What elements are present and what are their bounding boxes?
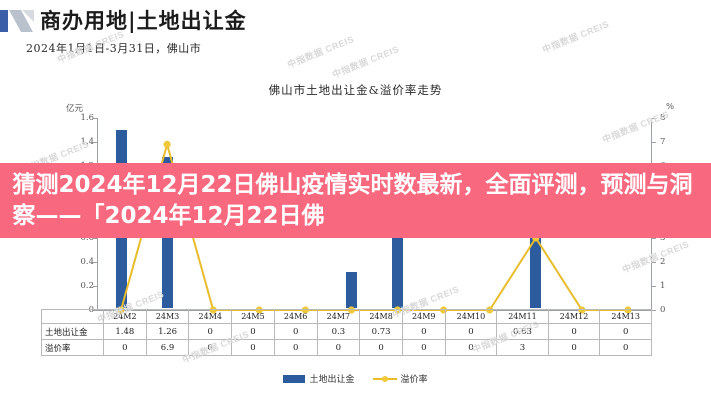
table-cell-24M4: 0: [188, 323, 233, 340]
y-tick-right: [652, 310, 656, 311]
table-cell-24M10: 0: [444, 339, 498, 356]
table-cell-24M8: 24M8: [359, 309, 403, 324]
table-cell-24M9: 24M9: [401, 309, 446, 324]
y-tick-label-right: 8: [660, 113, 666, 123]
table-cell-24M12: 24M12: [547, 309, 601, 324]
page-subtitle: 2024年1月1日-3月31日，佛山市: [26, 42, 202, 55]
table-row-header: [41, 309, 104, 324]
table-cell-24M12: 0: [547, 323, 601, 340]
legend-label-bar: 土地出让金: [309, 375, 355, 385]
table-cell-24M9: 0: [401, 323, 446, 340]
y-tick-right: [652, 262, 656, 263]
y-tick-label-left: 0.6: [80, 233, 94, 243]
table-row-header: 土地出让金: [41, 323, 104, 340]
table-cell-24M5: 24M5: [231, 309, 275, 324]
legend-swatch-line: [372, 375, 397, 383]
y-axis-right-unit: %: [666, 102, 675, 112]
legend-label-line: 溢价率: [400, 375, 428, 385]
y-tick-left: [93, 118, 97, 119]
table-row-premium-rate: 溢价率 0 6.9 0 0 0 0 0 0 0 3 0 0: [41, 339, 652, 356]
table-cell-24M12: 0: [547, 339, 601, 356]
bar-24M11: [530, 232, 542, 308]
table-cell-24M3: 24M3: [145, 309, 190, 324]
table-cell-24M10: 0: [444, 323, 498, 340]
y-tick-left: [93, 286, 97, 287]
y-tick-right: [652, 118, 656, 119]
table-cell-24M13: 0: [599, 339, 652, 356]
y-tick-right: [652, 142, 656, 143]
table-cell-24M7: 0.3: [316, 323, 361, 340]
y-tick-label-right: 0: [660, 305, 666, 315]
table-cell-24M13: 24M13: [599, 309, 652, 324]
table-row-categories: 24M2 24M3 24M4 24M5 24M6 24M7 24M8 24M9 24M10 24M…: [41, 309, 652, 324]
table-cell-24M5: 0: [231, 339, 275, 356]
table-cell-24M3: 6.9: [145, 339, 190, 356]
line-marker-24M3: [163, 140, 171, 148]
y-tick-label-right: 3: [660, 233, 666, 243]
table-cell-24M7: 0: [316, 339, 361, 356]
bar-24M8: [392, 220, 404, 308]
table-cell-24M2: 1.48: [103, 323, 147, 340]
table-row-land-revenue: 土地出让金 1.48 1.26 0 0 0 0.3 0.73 0 0 0.63 0 0: [41, 323, 652, 340]
page-title: 商办用地|土地出让金: [40, 8, 247, 33]
y-tick-left: [93, 142, 97, 143]
table-cell-24M8: 0.73: [359, 323, 403, 340]
table-cell-24M9: 0: [401, 339, 446, 356]
table-cell-24M3: 1.26: [145, 323, 190, 340]
table-cell-24M2: 24M2: [103, 309, 147, 324]
overlay-title-text: 猜测2024年12月22日佛山疫情实时数最新，全面评测，预测与洞察——「2024…: [12, 171, 693, 229]
table-cell-24M7: 24M7: [316, 309, 361, 324]
table-cell-24M2: 0: [103, 339, 147, 356]
table-cell-24M11: 3: [496, 339, 549, 356]
y-tick-label-left: 0.4: [80, 257, 94, 267]
article-title-overlay: 猜测2024年12月22日佛山疫情实时数最新，全面评测，预测与洞察——「2024…: [0, 163, 711, 238]
table-row-header: 溢价率: [41, 339, 104, 356]
table-cell-24M8: 0: [359, 339, 403, 356]
y-tick-label-left: 0.2: [80, 281, 94, 291]
chart-legend: 土地出让金 溢价率: [0, 372, 711, 385]
y-tick-right: [652, 286, 656, 287]
table-cell-24M6: 0: [273, 339, 318, 356]
chart-title: 佛山市土地出让金&溢价率走势: [268, 83, 443, 97]
table-cell-24M11: 24M11: [496, 309, 549, 324]
table-cell-24M10: 24M10: [444, 309, 498, 324]
table-cell-24M6: 0: [273, 323, 318, 340]
data-table: 24M2 24M3 24M4 24M5 24M6 24M7 24M8 24M9 24M10 24M…: [41, 309, 652, 356]
page-header: 商办用地|土地出让金 2024年1月1日-3月31日，佛山市: [0, 0, 711, 72]
creis-logo-icon: [0, 10, 34, 32]
table-cell-24M11: 0.63: [496, 323, 549, 340]
table-cell-24M13: 0: [599, 323, 652, 340]
y-tick-left: [93, 238, 97, 239]
table-cell-24M4: 24M4: [188, 309, 233, 324]
bar-24M7: [345, 272, 357, 308]
y-tick-label-right: 2: [660, 257, 666, 267]
y-tick-left: [93, 262, 97, 263]
table-cell-24M6: 24M6: [273, 309, 318, 324]
legend-swatch-bar: [283, 374, 306, 383]
y-tick-label-left: 1.6: [80, 113, 94, 123]
y-tick-right: [652, 238, 656, 239]
y-tick-label-left: 1.4: [80, 137, 94, 147]
y-tick-label-right: 1: [660, 281, 666, 291]
y-tick-label-right: 7: [660, 137, 666, 147]
table-cell-24M4: 0: [188, 339, 233, 356]
table-cell-24M5: 0: [231, 323, 275, 340]
y-axis-left-unit: 亿元: [66, 104, 84, 114]
